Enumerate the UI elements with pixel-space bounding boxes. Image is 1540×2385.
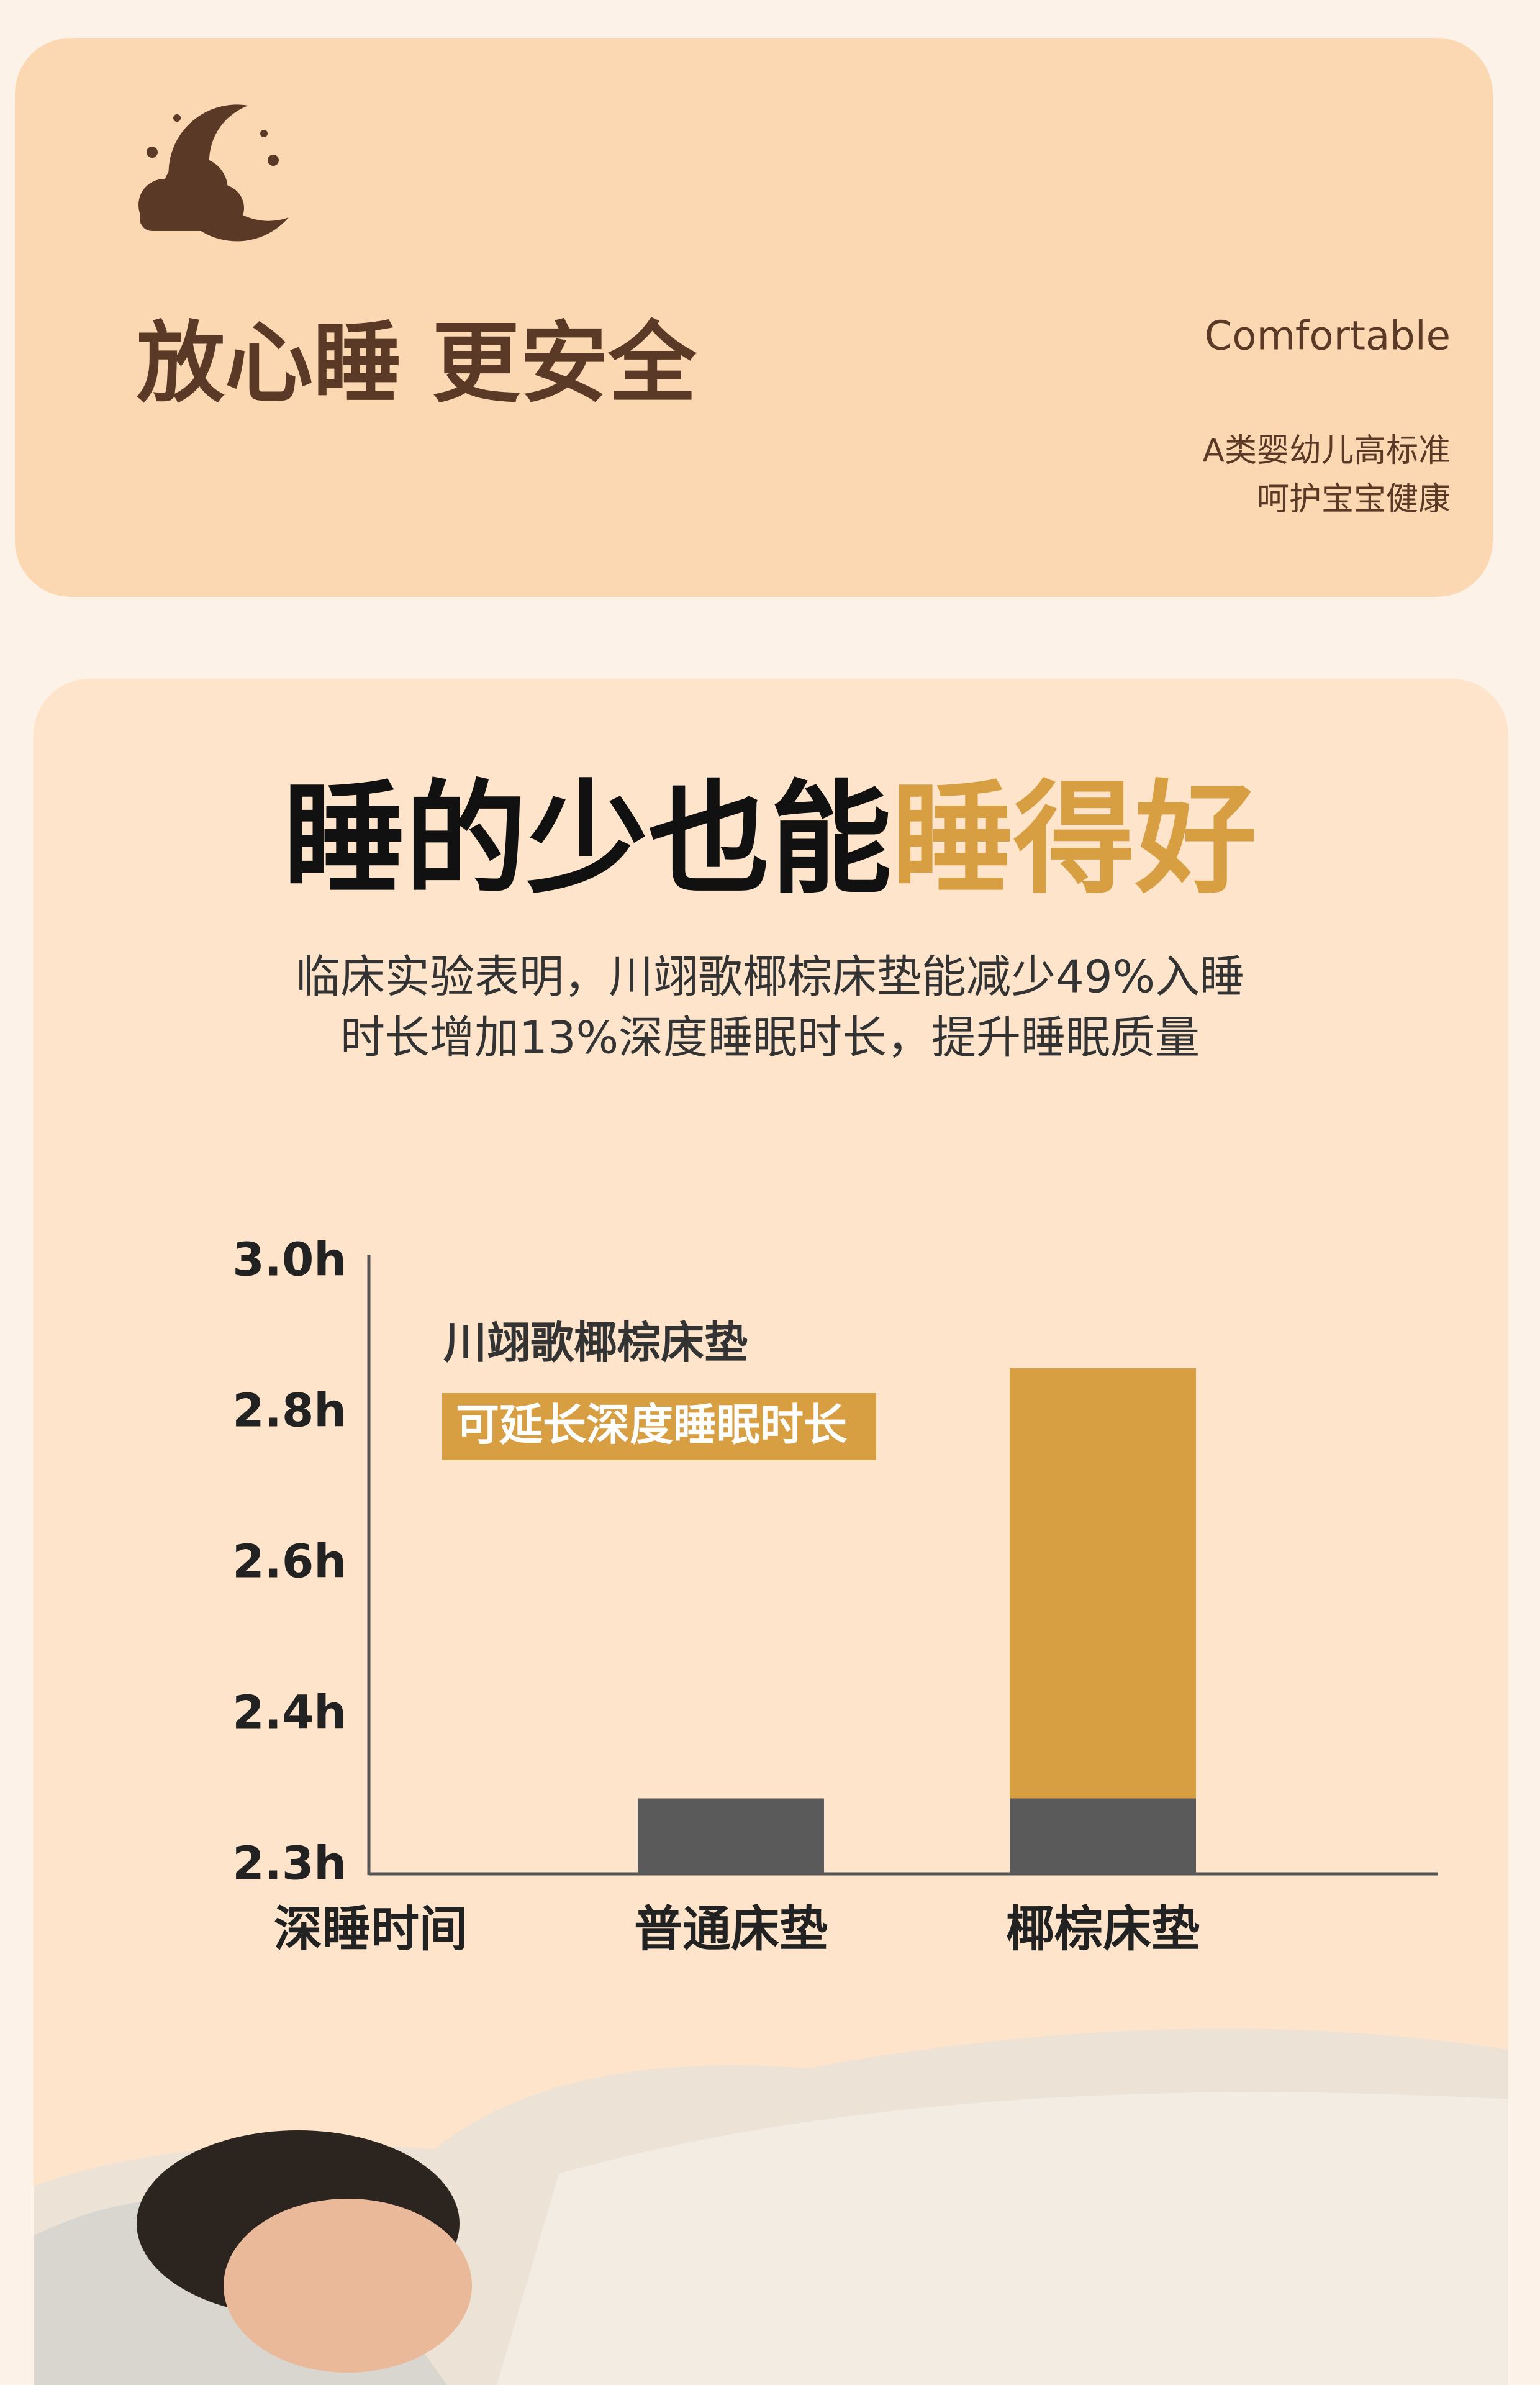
x-tick-label: 普通床垫: [634, 1901, 828, 1957]
annotation: 可延长深度睡眠时长: [456, 1399, 847, 1450]
y-tick-label: 3.0h: [232, 1233, 346, 1287]
headline-dark: 睡的少也能: [283, 769, 892, 911]
header-line: A类婴幼儿高标准: [1202, 432, 1451, 470]
header-subtitle: Comfortable: [1205, 314, 1451, 360]
headline: 睡的少也能睡得好: [283, 769, 1257, 911]
annotation-box: [442, 1393, 876, 1460]
bar-segment: [1010, 1798, 1196, 1874]
chart: 3.0h 2.8h 2.6h 2.4h 2.3h 深睡时间 普通床垫 椰棕床垫 川翊歌椰棕床垫可…: [232, 1233, 1438, 1957]
header-line: 呵护宝宝健康: [1257, 481, 1451, 518]
bar-segment: [638, 1798, 824, 1874]
main-card: [34, 679, 1508, 2385]
moon-icon: [138, 104, 289, 242]
y-tick-label: 2.4h: [232, 1686, 346, 1740]
bar-segment: [1010, 1368, 1196, 1799]
x-axis-label: 深睡时间: [274, 1901, 468, 1957]
description-line: 时长增加13%深度睡眠时长，提升睡眠质量: [340, 1012, 1200, 1064]
top-card: [15, 38, 1493, 597]
description-line: 临床实验表明，川翊歌椰棕床垫能减少49%入睡: [296, 951, 1244, 1003]
sleeping-photo: [34, 2028, 1508, 2385]
headline-accent: 睡得好: [892, 769, 1257, 911]
header-title: 放心睡 更安全: [137, 312, 697, 415]
y-tick-label: 2.6h: [232, 1535, 346, 1589]
y-tick-label: 2.8h: [232, 1384, 346, 1438]
x-tick-label: 椰棕床垫: [1006, 1901, 1200, 1957]
annotation: 川翊歌椰棕床垫: [443, 1317, 748, 1368]
y-tick-label: 2.3h: [232, 1837, 346, 1891]
